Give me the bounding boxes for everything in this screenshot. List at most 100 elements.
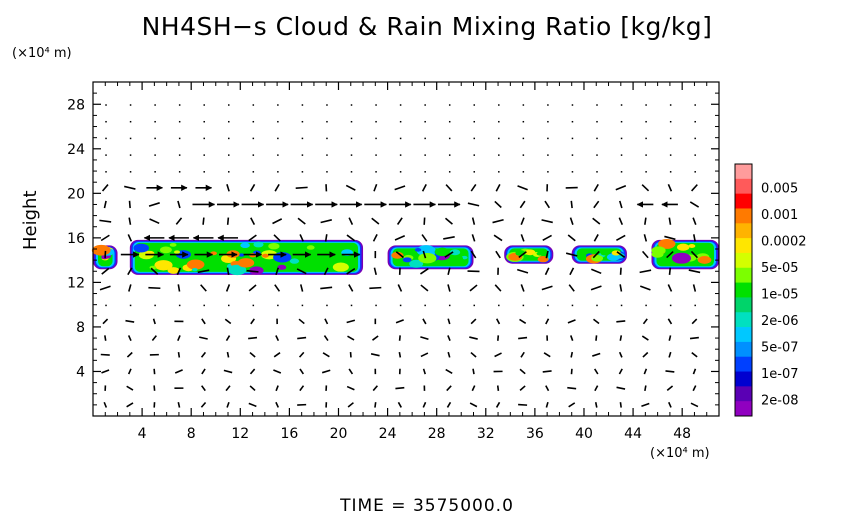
wind-vector [642, 318, 648, 325]
cloud-patch [249, 266, 264, 275]
wind-vector [273, 369, 282, 374]
wind-vector [616, 234, 626, 242]
wind-vector [641, 250, 649, 259]
wind-vector [297, 217, 306, 225]
wind-vector [667, 183, 673, 192]
wind-dot [129, 304, 132, 307]
wind-dot [571, 304, 574, 307]
y-tick-label: 20 [67, 186, 85, 202]
wind-vector [447, 335, 451, 341]
wind-dot [522, 304, 525, 307]
wind-vector [369, 286, 382, 290]
wind-dot [547, 171, 549, 173]
wind-vector [373, 183, 378, 192]
colorbar-label: 1e-07 [761, 367, 799, 382]
wind-dot [178, 171, 181, 173]
wind-dot [522, 104, 525, 106]
cloud-region [504, 245, 554, 264]
wind-vector [692, 368, 697, 375]
wind-vector [104, 335, 107, 341]
wind-vector [470, 183, 477, 192]
wind-vector [248, 284, 257, 292]
wind-dot [178, 120, 181, 123]
wind-vector [103, 401, 108, 408]
cloud-patch [611, 250, 621, 256]
colorbar-swatch [735, 312, 752, 328]
wind-vector [397, 401, 402, 408]
wind-dot [645, 171, 647, 173]
wind-dot [154, 171, 156, 173]
wind-vector [691, 318, 698, 325]
wind-vector [619, 284, 623, 292]
cloud-patch [697, 256, 712, 264]
wind-vector [446, 385, 452, 392]
wind-dot [326, 120, 328, 123]
colorbar-swatch [735, 267, 752, 284]
wind-dot [350, 104, 353, 106]
x-tick-label: 20 [330, 426, 348, 442]
wind-vector [470, 351, 477, 358]
wind-vector [299, 368, 305, 375]
wind-vector [398, 351, 402, 358]
wind-vector [570, 351, 574, 358]
wind-vector [246, 269, 259, 273]
wind-vector [470, 318, 477, 325]
wind-vector [518, 251, 527, 259]
wind-vector [322, 352, 330, 358]
wind-vector [226, 401, 230, 408]
wind-vector [542, 370, 552, 373]
wind-vector [224, 318, 232, 325]
wind-vector [444, 251, 454, 258]
wind-vector [545, 401, 549, 408]
wind-vector [444, 217, 453, 225]
colorbar-swatch [735, 252, 752, 269]
wind-dot [620, 120, 623, 123]
wind-vector [517, 268, 529, 274]
wind-dot [498, 137, 500, 140]
wind-vector [494, 352, 502, 358]
wind-vector [544, 200, 550, 209]
wind-vector [348, 368, 354, 375]
wind-dot [228, 304, 230, 307]
colorbar-label: 2e-08 [761, 394, 799, 409]
wind-vector [152, 318, 156, 325]
colorbar-label: 1e-05 [761, 288, 799, 303]
wind-vector [691, 184, 698, 192]
wind-vector [128, 284, 132, 292]
wind-vector [570, 200, 573, 209]
wind-dot [522, 120, 525, 123]
wind-vector [297, 336, 307, 340]
wind-vector [565, 252, 578, 257]
time-footer: TIME = 3575000.0 [340, 496, 514, 516]
cloud-patch [524, 249, 536, 256]
wind-dot [547, 104, 549, 106]
wind-vector [248, 336, 258, 340]
wind-vector [616, 251, 626, 258]
wind-dot [620, 304, 623, 307]
wind-vector [176, 267, 182, 276]
wind-vector [496, 385, 500, 391]
cloud-patch [240, 242, 250, 248]
wind-dot [228, 104, 230, 106]
wind-dot [620, 154, 623, 156]
wind-vector [128, 200, 131, 209]
wind-vector [689, 201, 700, 208]
wind-vector [519, 368, 526, 375]
wind-dot [620, 137, 623, 140]
wind-vector [544, 267, 550, 276]
wind-vector [692, 385, 697, 392]
wind-dot [350, 154, 353, 156]
wind-dot [252, 137, 255, 140]
cloud-patch [228, 264, 247, 276]
cloud-patch [277, 264, 287, 270]
wind-dot [154, 120, 156, 123]
cloud-patch [159, 246, 172, 254]
wind-dot [252, 104, 255, 106]
wind-vector [296, 268, 307, 275]
wind-vector [568, 402, 576, 408]
wind-vector [201, 368, 206, 375]
wind-dot [522, 154, 525, 156]
wind-dot [694, 104, 696, 106]
wind-vector [102, 318, 109, 325]
